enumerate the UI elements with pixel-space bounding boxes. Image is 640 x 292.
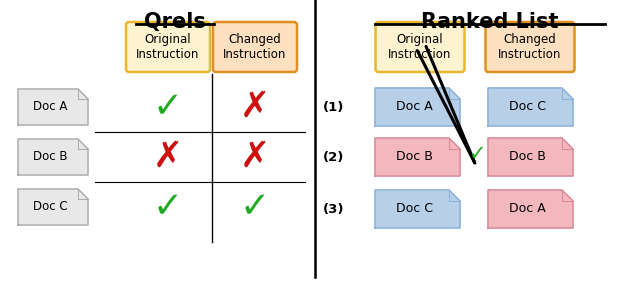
FancyBboxPatch shape [126,22,210,72]
FancyBboxPatch shape [376,22,465,72]
Polygon shape [488,88,573,126]
Text: Changed
Instruction: Changed Instruction [223,33,287,61]
Text: (1): (1) [323,100,345,114]
Polygon shape [375,138,460,176]
Text: ✓: ✓ [153,90,183,124]
Polygon shape [18,89,88,125]
Text: Ranked List: Ranked List [421,12,559,32]
Polygon shape [375,190,460,228]
Text: (3): (3) [323,202,345,215]
Polygon shape [488,138,573,176]
Polygon shape [18,189,88,225]
Text: Doc B: Doc B [509,150,546,164]
Text: Doc B: Doc B [396,150,433,164]
Text: (2): (2) [323,150,345,164]
Text: Doc C: Doc C [33,201,68,213]
Text: ✓: ✓ [240,190,270,224]
Polygon shape [488,190,573,228]
Text: ✗: ✗ [240,90,270,124]
Text: ✗: ✗ [240,140,270,174]
Text: Doc A: Doc A [396,100,433,114]
Text: Doc B: Doc B [33,150,68,164]
Text: ✗: ✗ [153,140,183,174]
Text: Doc C: Doc C [396,202,433,215]
Text: ✓: ✓ [153,190,183,224]
Polygon shape [18,139,88,175]
Text: Qrels: Qrels [144,12,206,32]
Text: Original
Instruction: Original Instruction [388,33,452,61]
FancyBboxPatch shape [486,22,575,72]
Text: ✓: ✓ [469,144,487,164]
Text: Doc A: Doc A [509,202,546,215]
Text: Changed
Instruction: Changed Instruction [499,33,562,61]
Text: Doc C: Doc C [509,100,547,114]
Polygon shape [375,88,460,126]
FancyBboxPatch shape [213,22,297,72]
Text: Doc A: Doc A [33,100,68,114]
Text: Original
Instruction: Original Instruction [136,33,200,61]
